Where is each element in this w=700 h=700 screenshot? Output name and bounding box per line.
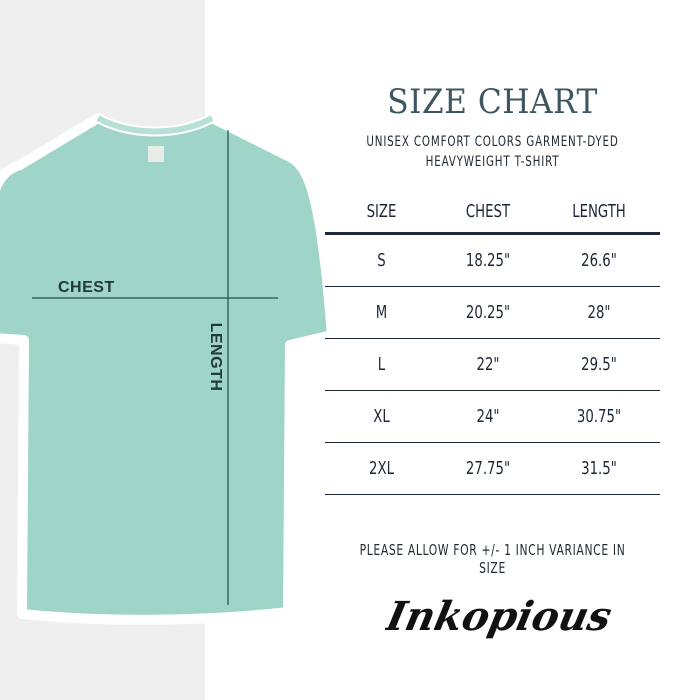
length-label: LENGTH (207, 322, 224, 392)
chest-label: CHEST (58, 279, 115, 296)
chest-cell: 20.25" (465, 302, 511, 323)
length-cell: 31.5" (581, 458, 617, 479)
table-row: XL 24" 30.75" (325, 391, 660, 443)
chest-cell: 24" (476, 406, 500, 427)
table-row: S 18.25" 26.6" (325, 235, 660, 287)
length-cell: 29.5" (581, 354, 617, 375)
brand-logo: Inkopious (385, 592, 615, 639)
subtitle-line-1: UNISEX COMFORT COLORS GARMENT-DYED (366, 134, 619, 150)
logo-text: Inkopious (385, 592, 615, 639)
size-cell: L (377, 354, 386, 375)
size-cell: 2XL (369, 458, 394, 479)
chest-cell: 22" (476, 354, 500, 375)
length-cell: 26.6" (581, 250, 617, 271)
header-length: LENGTH (572, 200, 626, 222)
table-row: M 20.25" 28" (325, 287, 660, 339)
table-row: 2XL 27.75" 31.5" (325, 443, 660, 495)
size-cell: M (375, 302, 388, 323)
subtitle: UNISEX COMFORT COLORS GARMENT-DYED HEAVY… (351, 132, 634, 172)
tshirt-body (0, 113, 337, 625)
table-header: SIZE CHEST LENGTH (325, 190, 660, 235)
size-cell: S (377, 250, 386, 271)
length-cell: 28" (587, 302, 611, 323)
tshirt-collar (96, 115, 214, 135)
length-cell: 30.75" (576, 406, 622, 427)
size-table: SIZE CHEST LENGTH S 18.25" 26.6" M 20.25… (325, 190, 660, 495)
header-size: SIZE (366, 200, 397, 222)
chest-cell: 27.75" (465, 458, 511, 479)
subtitle-line-2: HEAVYWEIGHT T-SHIRT (425, 154, 560, 170)
chest-cell: 18.25" (465, 250, 511, 271)
size-cell: XL (373, 406, 390, 427)
tshirt-image (0, 113, 337, 625)
table-row: L 22" 29.5" (325, 339, 660, 391)
header-chest: CHEST (465, 200, 511, 222)
variance-note: PLEASE ALLOW FOR +/- 1 INCH VARIANCE IN … (359, 541, 626, 577)
page-title: SIZE CHART (387, 82, 598, 122)
tag-icon (148, 146, 164, 162)
